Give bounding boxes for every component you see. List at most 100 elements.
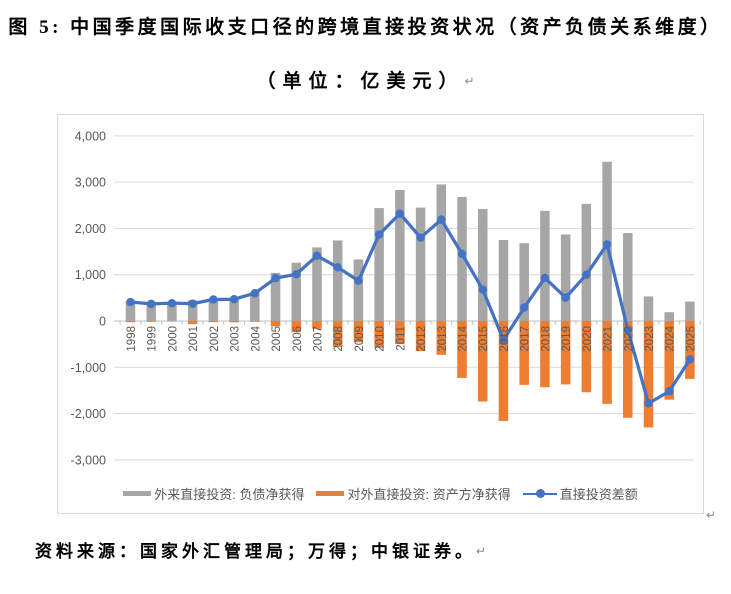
inward-fdi-bar-2010 xyxy=(374,208,384,321)
balance-marker-2018 xyxy=(540,273,550,283)
balance-marker-2009 xyxy=(354,276,363,285)
legend-item-inward: 外来直接投资: 负债净获得 xyxy=(123,484,304,503)
inward-fdi-bar-2014 xyxy=(457,196,467,321)
outward-fdi-bar-2003 xyxy=(229,321,239,323)
inward-fdi-bar-2025 xyxy=(685,301,695,321)
inward-fdi-bar-2016 xyxy=(498,240,509,321)
chart-plot: 4,000 3,000 2,000 1,000 0 -1,000 -2,000 -3,000 1… xyxy=(71,129,701,467)
x-axis-label-2002: 2002 xyxy=(209,326,221,352)
chart-legend: 外来直接投资: 负债净获得 对外直接投资: 资产方净获得 直接投资差额 xyxy=(58,484,703,503)
outward-fdi-bar-2016 xyxy=(498,321,509,421)
outward-fdi-bar-2025 xyxy=(685,321,695,379)
inward-fdi-bar-2011 xyxy=(395,190,405,321)
inward-fdi-bar-2006 xyxy=(291,262,302,321)
x-axis-label-2017: 2017 xyxy=(520,326,532,352)
x-axis-label-2011: 2011 xyxy=(395,326,407,351)
outward-fdi-bar-2021 xyxy=(602,321,612,404)
x-axis-label-2024: 2024 xyxy=(665,325,677,351)
outward-fdi-bar-2022 xyxy=(623,321,633,418)
x-axis-label-2025: 2025 xyxy=(685,326,697,352)
x-axis-label-2023: 2023 xyxy=(644,326,656,352)
balance-marker-2013 xyxy=(437,215,446,224)
outward-fdi-bar-2015 xyxy=(477,321,488,402)
outward-fdi-bar-2018 xyxy=(540,321,550,388)
balance-marker-2005 xyxy=(271,273,280,283)
balance-marker-2019 xyxy=(561,293,570,302)
legend-item-balance: 直接投资差额 xyxy=(522,484,638,503)
y-axis-tick-label: 4,000 xyxy=(75,129,106,143)
outward-fdi-bar-2010 xyxy=(374,321,384,348)
x-axis-label-2008: 2008 xyxy=(333,326,345,352)
outward-fdi-bar-2019 xyxy=(560,321,571,385)
x-axis-label-2001: 2001 xyxy=(188,326,200,352)
x-axis-label-2004: 2004 xyxy=(250,325,262,351)
x-axis-label-2000: 2000 xyxy=(167,326,179,352)
inward-fdi-bar-2000 xyxy=(167,302,177,321)
inward-fdi-bar-2012 xyxy=(415,207,426,321)
balance-marker-2003 xyxy=(229,295,239,304)
inward-fdi-bar-2015 xyxy=(477,208,488,321)
legend-item-outward: 对外直接投资: 资产方净获得 xyxy=(316,484,511,503)
inward-fdi-bar-2009 xyxy=(353,259,364,321)
inward-bar-swatch-icon xyxy=(123,491,152,496)
balance-marker-2000 xyxy=(167,298,177,308)
outward-fdi-bar-2008 xyxy=(332,321,343,347)
balance-marker-2006 xyxy=(292,270,301,279)
x-axis-label-1998: 1998 xyxy=(126,326,138,352)
outward-fdi-bar-2017 xyxy=(519,321,529,385)
inward-fdi-bar-1999 xyxy=(146,302,156,321)
inward-fdi-bar-2020 xyxy=(581,203,592,321)
balance-line-swatch-icon xyxy=(522,489,557,498)
inward-fdi-bar-2001 xyxy=(187,300,198,321)
legend-label-balance: 直接投资差额 xyxy=(559,487,638,502)
balance-marker-2007 xyxy=(312,251,322,260)
balance-marker-2020 xyxy=(582,270,591,279)
inward-fdi-bar-1998 xyxy=(125,300,136,321)
figure-subtitle-text: （单位：亿美元） xyxy=(256,71,465,92)
balance-marker-2001 xyxy=(188,299,197,308)
x-axis-label-2005: 2005 xyxy=(271,326,283,352)
x-axis-label-2003: 2003 xyxy=(230,326,242,352)
inward-fdi-bar-2003 xyxy=(229,297,239,321)
outward-bar-swatch-icon xyxy=(316,491,345,496)
outward-fdi-bar-2002 xyxy=(208,321,219,323)
balance-marker-2015 xyxy=(478,285,487,294)
x-axis-label-2010: 2010 xyxy=(375,326,387,352)
inward-fdi-bar-2017 xyxy=(519,243,529,321)
x-axis-label-1999: 1999 xyxy=(147,326,159,352)
figure-title: 图 5: 中国季度国际收支口径的跨境直接投资状况（资产负债关系维度） xyxy=(8,17,723,38)
outward-fdi-bar-2005 xyxy=(270,321,281,327)
x-axis-label-2009: 2009 xyxy=(354,326,366,352)
outward-fdi-bar-2004 xyxy=(250,321,260,322)
legend-label-outward: 对外直接投资: 资产方净获得 xyxy=(347,487,511,502)
x-axis-label-2014: 2014 xyxy=(458,325,470,351)
inward-fdi-bar-2018 xyxy=(540,210,550,321)
outward-fdi-bar-2023 xyxy=(643,321,654,428)
outward-fdi-bar-2006 xyxy=(291,321,302,333)
legend-label-inward: 外来直接投资: 负债净获得 xyxy=(154,487,305,502)
x-axis-label-2013: 2013 xyxy=(437,326,449,352)
figure-subtitle: （单位：亿美元）↵ xyxy=(0,66,731,93)
balance-marker-2023 xyxy=(644,399,653,408)
inward-fdi-bar-2008 xyxy=(332,240,343,321)
inward-fdi-bar-2007 xyxy=(312,247,322,321)
source-note: 资料来源：国家外汇管理局；万得；中银证券。↵ xyxy=(35,537,486,562)
x-axis-label-2019: 2019 xyxy=(561,326,573,352)
balance-marker-2017 xyxy=(519,303,529,312)
x-axis-label-2012: 2012 xyxy=(416,326,428,352)
outward-fdi-bar-2011 xyxy=(395,321,405,345)
balance-marker-2021 xyxy=(602,240,612,249)
balance-marker-2024 xyxy=(665,387,674,396)
x-axis-label-2016: 2016 xyxy=(499,326,511,352)
chart-paragraph-return-icon: ↵ xyxy=(706,508,717,522)
inward-fdi-bar-2024 xyxy=(664,312,674,321)
outward-fdi-bar-2001 xyxy=(187,321,198,325)
balance-marker-2010 xyxy=(374,230,384,239)
inward-fdi-bar-2019 xyxy=(560,234,571,321)
balance-marker-2008 xyxy=(333,263,342,272)
y-axis-tick-label: -3,000 xyxy=(71,453,106,467)
paragraph-return-icon: ↵ xyxy=(464,74,475,88)
source-return-icon: ↵ xyxy=(476,544,487,558)
outward-fdi-bar-2024 xyxy=(664,321,674,400)
